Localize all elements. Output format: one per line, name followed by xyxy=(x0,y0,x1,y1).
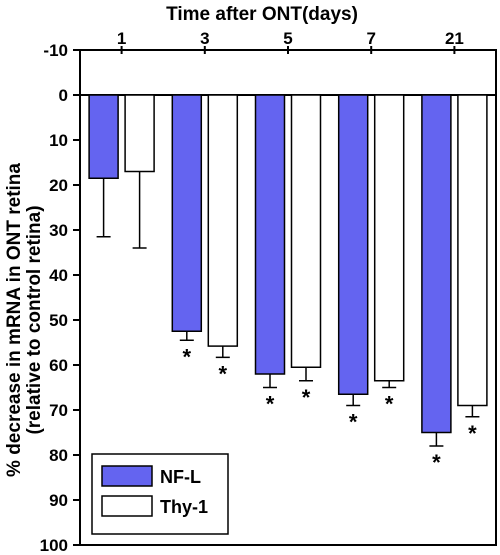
bar-thy-1 xyxy=(457,94,488,407)
y-tick-label: 100 xyxy=(40,536,68,555)
legend-swatch-nf-l xyxy=(101,465,153,487)
x-category-label: 5 xyxy=(283,29,292,48)
significance-marker: * xyxy=(266,392,275,417)
x-category-label: 1 xyxy=(117,29,126,48)
bar-thy-1 xyxy=(290,94,322,368)
legend-label-nf-l: NF-L xyxy=(160,467,201,487)
y-axis-label: % decrease in mRNA in ONT retina (relati… xyxy=(4,163,45,477)
significance-marker: * xyxy=(468,421,477,446)
y-tick-label: 10 xyxy=(49,131,68,150)
y-tick-label: 20 xyxy=(49,176,68,195)
bar-nf-l xyxy=(421,94,452,434)
bar-nf-l xyxy=(171,94,203,332)
bar-thy-1 xyxy=(207,94,239,347)
x-category-label: 7 xyxy=(366,29,375,48)
bar-nf-l xyxy=(254,94,286,375)
significance-marker: * xyxy=(349,410,358,435)
legend: NF-L Thy-1 xyxy=(91,453,229,535)
y-tick-label: 30 xyxy=(49,221,68,240)
y-tick-label: 80 xyxy=(49,446,68,465)
y-axis-label-line1: % decrease in mRNA in ONT retina xyxy=(4,163,25,477)
chart-title: Time after ONT(days) xyxy=(166,4,358,25)
y-tick-label: -10 xyxy=(43,41,68,60)
plot-area: -10 0 10 20 30 40 50 60 70 80 90 100 1 3 * * 5 * * 7 * * 21 * * N… xyxy=(40,29,497,555)
significance-marker: * xyxy=(219,361,228,386)
x-category-label: 3 xyxy=(200,29,209,48)
bar-thy-1 xyxy=(373,94,405,382)
y-tick-label: 0 xyxy=(59,86,68,105)
bar-nf-l xyxy=(88,94,119,179)
significance-marker: * xyxy=(432,450,441,475)
y-tick-label: 60 xyxy=(49,356,68,375)
significance-marker: * xyxy=(385,392,394,417)
bar-thy-1 xyxy=(124,94,155,173)
y-tick-label: 40 xyxy=(49,266,68,285)
bar-nf-l xyxy=(337,94,369,395)
significance-marker: * xyxy=(302,385,311,410)
y-tick-label: 70 xyxy=(49,401,68,420)
legend-label-thy-1: Thy-1 xyxy=(160,497,208,517)
y-tick-label: 50 xyxy=(49,311,68,330)
significance-marker: * xyxy=(183,344,192,369)
legend-swatch-thy-1 xyxy=(101,495,153,517)
y-axis-label-line2: (relative to control retina) xyxy=(24,205,45,434)
x-category-label: 21 xyxy=(445,29,464,48)
y-tick-label: 90 xyxy=(49,491,68,510)
